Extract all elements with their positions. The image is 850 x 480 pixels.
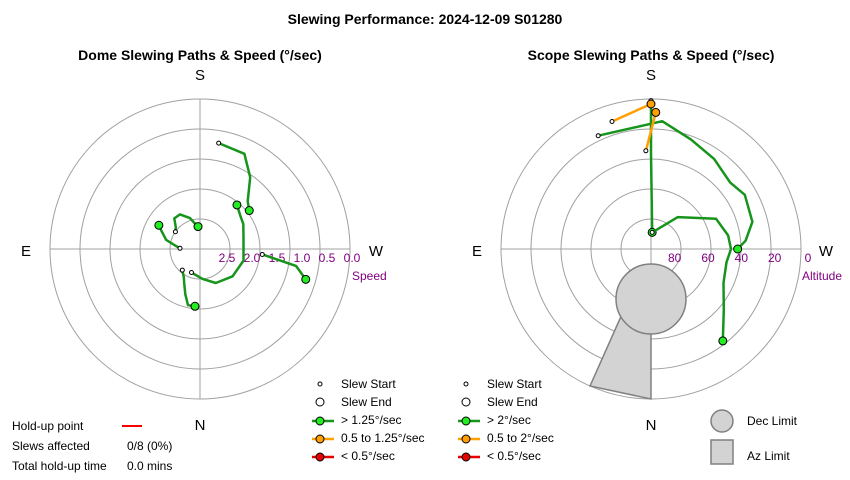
scope-tick-label: 20 bbox=[768, 251, 782, 265]
scope-tick-label: 60 bbox=[701, 251, 715, 265]
scope-slew-path bbox=[611, 102, 652, 123]
dome-tick-label: 2.5 bbox=[219, 251, 236, 265]
scope-legend: Slew Start Slew End > 2°/sec 0.5 to 2°/s… bbox=[458, 377, 798, 465]
dome-slew-start-point bbox=[259, 251, 265, 257]
slow-marker-icon bbox=[315, 452, 325, 462]
slews-affected-label: Slews affected bbox=[12, 439, 90, 453]
scope-slew-path bbox=[597, 119, 754, 250]
scope-direction-top: S bbox=[646, 67, 656, 84]
dome-legend: Slew Start Slew End > 1.25°/sec 0.5 to 1… bbox=[312, 377, 425, 463]
scope-slew-end-point bbox=[718, 336, 728, 346]
dome-slew-path bbox=[190, 204, 245, 285]
scope-slew-start-point bbox=[643, 148, 649, 154]
scope-limits bbox=[588, 263, 687, 400]
legend-slew-end: Slew End bbox=[341, 395, 392, 409]
scope-direction-right: W bbox=[819, 243, 834, 260]
dome-slew-end-point bbox=[193, 222, 203, 232]
az-limit-icon bbox=[710, 439, 734, 465]
dome-direction-top: S bbox=[195, 67, 205, 84]
dome-slew-path bbox=[181, 269, 196, 308]
slews-affected-value: 0/8 (0%) bbox=[127, 439, 172, 453]
dome-tick-label: 0.5 bbox=[319, 251, 336, 265]
dome-direction-bottom: N bbox=[195, 417, 206, 434]
scope-slew-path bbox=[651, 215, 733, 341]
dome-slew-start-point bbox=[216, 140, 222, 146]
holdup-time-value: 0.0 mins bbox=[127, 459, 172, 473]
legend-slew-start: Slew Start bbox=[487, 377, 542, 391]
dome-slew-end-point bbox=[154, 220, 164, 230]
legend-medium: 0.5 to 1.25°/sec bbox=[341, 431, 425, 445]
scope-slew-path bbox=[649, 100, 654, 233]
scope-slew-start-point bbox=[609, 118, 615, 124]
dome-polar-plot: Dome Slewing Paths & Speed (°/sec) S N E… bbox=[21, 47, 387, 434]
medium-marker-icon bbox=[315, 434, 325, 444]
dome-chart-title: Dome Slewing Paths & Speed (°/sec) bbox=[78, 47, 322, 63]
dome-slew-end-point bbox=[301, 274, 311, 284]
dome-series-group bbox=[154, 140, 311, 311]
legend-slew-end: Slew End bbox=[487, 395, 538, 409]
dome-tick-label: 0.0 bbox=[344, 251, 361, 265]
scope-direction-left: E bbox=[472, 243, 482, 260]
medium-marker-icon bbox=[461, 434, 471, 444]
scope-slew-end-point bbox=[651, 107, 661, 117]
dome-slew-start-point bbox=[177, 245, 183, 251]
fast-marker-icon bbox=[315, 416, 325, 426]
scope-slew-start-point bbox=[595, 133, 601, 139]
figure-title: Slewing Performance: 2024-12-09 S01280 bbox=[288, 11, 563, 27]
slew-start-marker-icon bbox=[317, 381, 323, 387]
slow-marker-icon bbox=[461, 452, 471, 462]
legend-slow: < 0.5°/sec bbox=[487, 449, 541, 463]
dome-slew-start-point bbox=[188, 269, 194, 275]
dome-slew-path bbox=[261, 253, 307, 281]
scope-tick-label: 0 bbox=[805, 251, 812, 265]
dec-limit-icon bbox=[710, 409, 734, 433]
dome-slew-start-point bbox=[172, 229, 178, 235]
scope-tick-label: 40 bbox=[735, 251, 749, 265]
dome-slew-end-point bbox=[232, 200, 242, 210]
scope-radial-axis-label: Altitude bbox=[802, 269, 842, 283]
legend-fast: > 1.25°/sec bbox=[341, 413, 402, 427]
dome-slew-path bbox=[218, 141, 252, 211]
legend-fast: > 2°/sec bbox=[487, 413, 531, 427]
slew-end-marker-icon bbox=[315, 397, 325, 407]
legend-slew-start: Slew Start bbox=[341, 377, 396, 391]
scope-slew-end-point bbox=[733, 244, 743, 254]
scope-slew-path bbox=[644, 112, 658, 152]
dome-grid bbox=[49, 98, 351, 400]
scope-chart-title: Scope Slewing Paths & Speed (°/sec) bbox=[528, 47, 775, 63]
dome-direction-left: E bbox=[21, 243, 31, 260]
legend-dec-limit: Dec Limit bbox=[747, 414, 798, 428]
dome-slew-start-point bbox=[179, 267, 185, 273]
holdup-point-label: Hold-up point bbox=[12, 419, 84, 433]
scope-polar-plot: Scope Slewing Paths & Speed (°/sec) S N … bbox=[472, 47, 842, 434]
scope-slew-end-point bbox=[646, 99, 656, 109]
dome-slew-end-point bbox=[244, 206, 254, 216]
dome-radial-axis-label: Speed bbox=[352, 269, 387, 283]
scope-tick-label: 80 bbox=[668, 251, 682, 265]
fast-marker-icon bbox=[461, 416, 471, 426]
dome-tick-label: 2.0 bbox=[244, 251, 261, 265]
slew-end-marker-icon bbox=[461, 397, 471, 407]
scope-direction-bottom: N bbox=[646, 417, 657, 434]
holdup-time-label: Total hold-up time bbox=[12, 459, 107, 473]
scope-series-group bbox=[595, 98, 754, 346]
scope-radial-ticks: 80 60 40 20 0 bbox=[668, 251, 812, 265]
dome-tick-label: 1.0 bbox=[294, 251, 311, 265]
holdup-info: Hold-up point Slews affected 0/8 (0%) To… bbox=[12, 419, 172, 473]
dec-limit-region bbox=[615, 263, 687, 335]
legend-slow: < 0.5°/sec bbox=[341, 449, 395, 463]
legend-medium: 0.5 to 2°/sec bbox=[487, 431, 554, 445]
slew-start-marker-icon bbox=[463, 381, 469, 387]
legend-az-limit: Az Limit bbox=[747, 449, 790, 463]
dome-direction-right: W bbox=[369, 243, 384, 260]
scope-slew-start-point bbox=[649, 229, 655, 235]
dome-slew-end-point bbox=[190, 301, 200, 311]
